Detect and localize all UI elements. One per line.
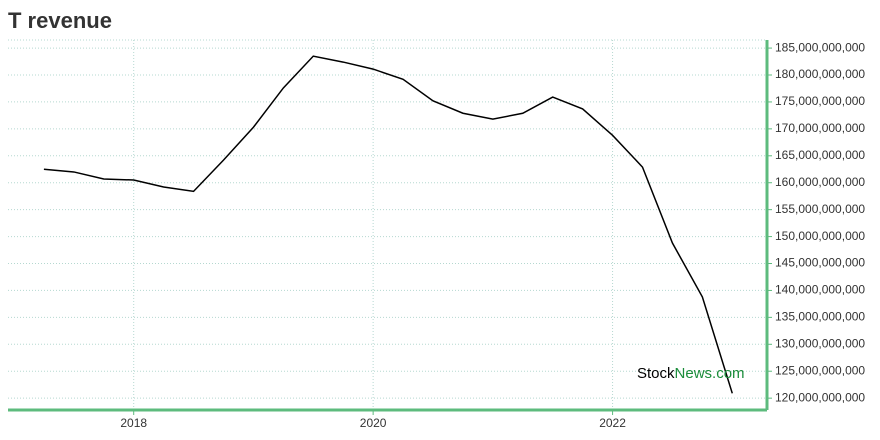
watermark-stock: Stock — [637, 365, 675, 382]
y-tick-label: 125,000,000,000 — [775, 363, 865, 377]
y-tick-label: 160,000,000,000 — [775, 175, 865, 189]
y-tick-label: 185,000,000,000 — [775, 40, 865, 54]
y-tick-label: 175,000,000,000 — [775, 94, 865, 108]
chart-title: T revenue — [8, 8, 112, 33]
x-tick-label: 2022 — [599, 416, 626, 430]
watermark: StockNews.com — [637, 365, 745, 382]
watermark-news: News.com — [675, 365, 745, 382]
y-tick-label: 155,000,000,000 — [775, 202, 865, 216]
line — [43, 55, 733, 394]
y-tick-label: 130,000,000,000 — [775, 336, 865, 350]
y-tick-label: 120,000,000,000 — [775, 390, 865, 404]
x-tick-label: 2018 — [120, 416, 147, 430]
y-tick-label: 165,000,000,000 — [775, 148, 865, 162]
y-tick-label: 145,000,000,000 — [775, 256, 865, 270]
x-tick-label: 2020 — [360, 416, 387, 430]
y-tick-label: 180,000,000,000 — [775, 67, 865, 81]
y-tick-label: 140,000,000,000 — [775, 283, 865, 297]
y-tick-label: 150,000,000,000 — [775, 229, 865, 243]
y-tick-label: 135,000,000,000 — [775, 310, 865, 324]
y-tick-label: 170,000,000,000 — [775, 121, 865, 135]
